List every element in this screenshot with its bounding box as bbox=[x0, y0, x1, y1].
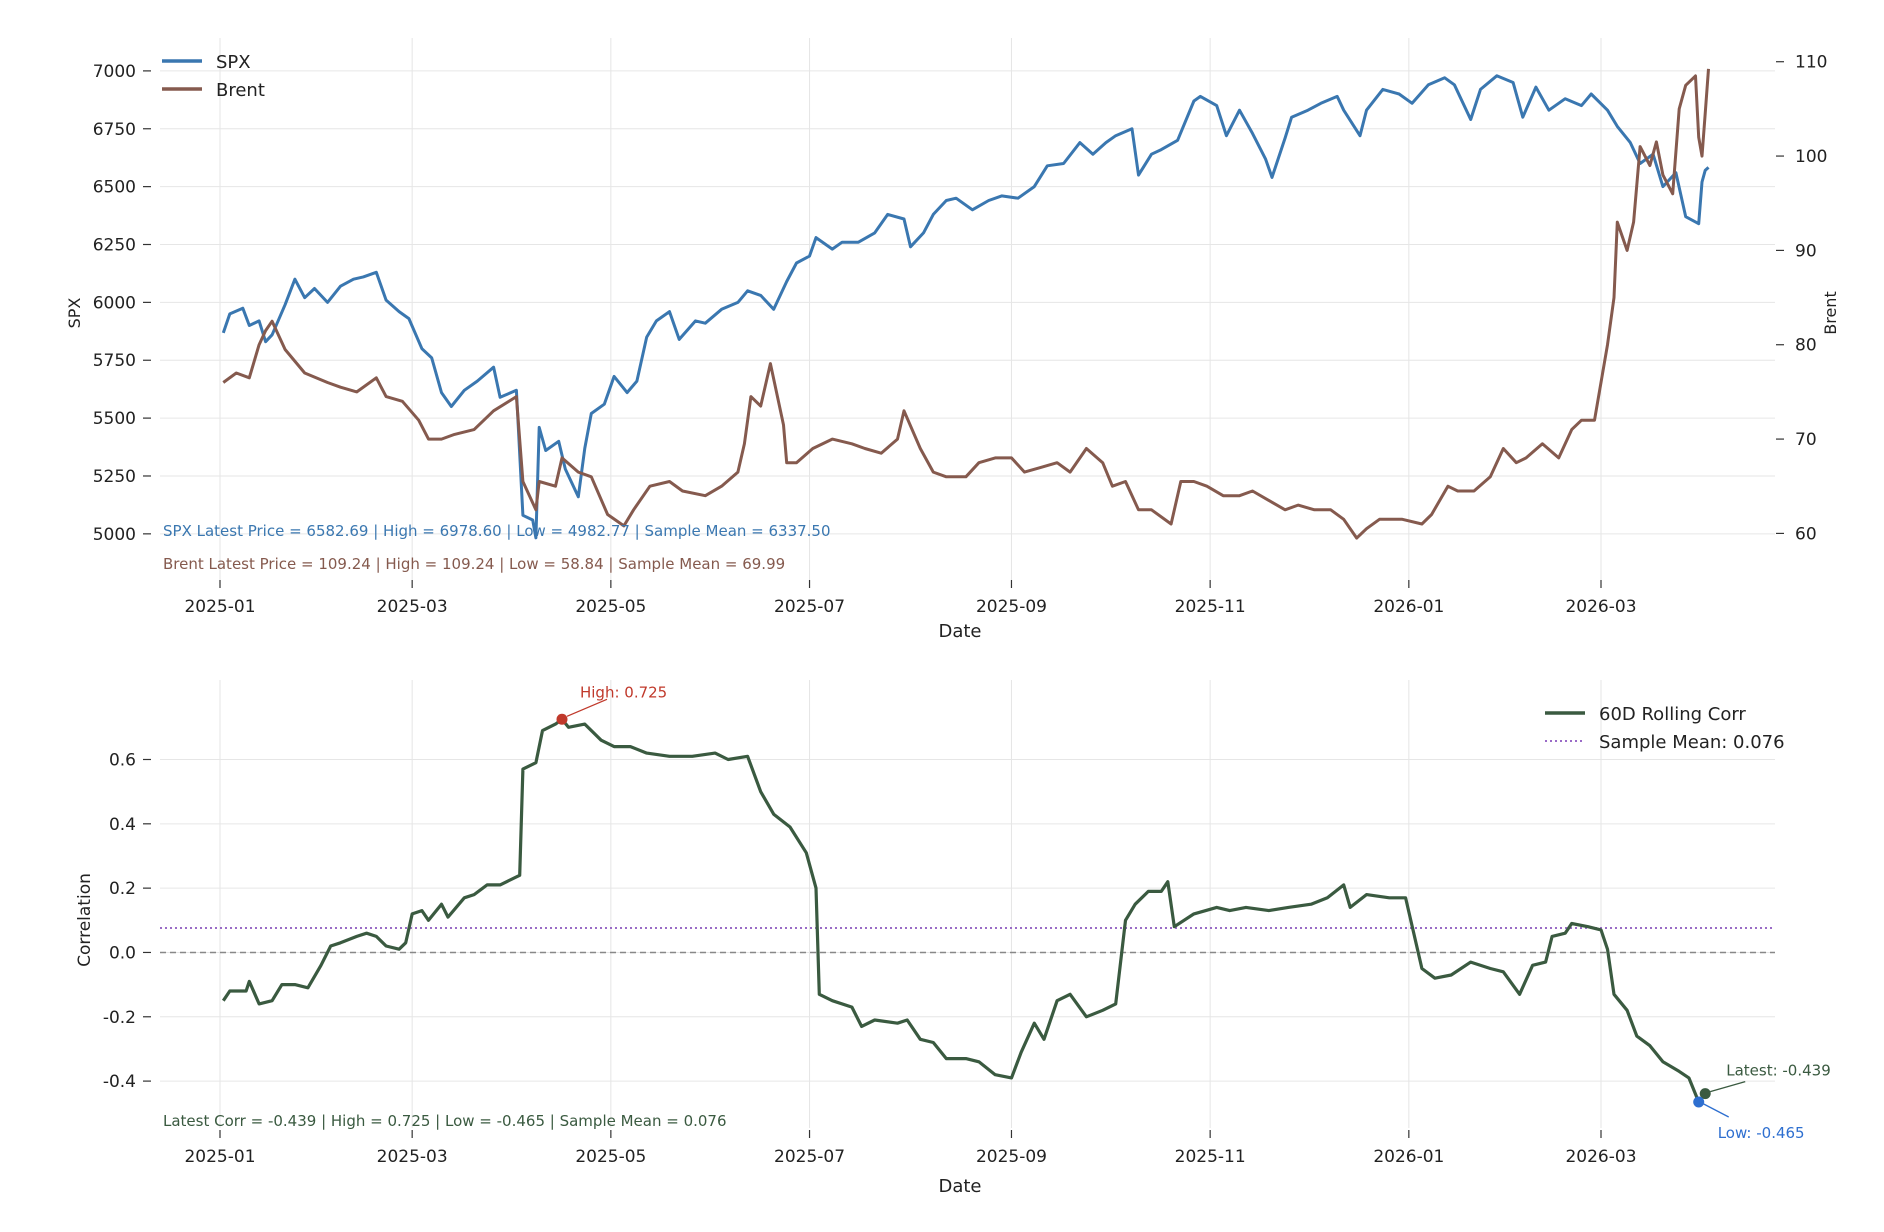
high-arrow bbox=[566, 698, 608, 717]
brent-legend-label: Brent bbox=[216, 80, 265, 101]
correlation-panel: -0.4-0.20.00.20.40.6 2025-01 2025-03 2025-… bbox=[75, 680, 1831, 1197]
corr-tick-label: 0.0 bbox=[109, 943, 136, 963]
spx-tick-label: 5000 bbox=[93, 525, 136, 545]
spx-tick-label: 6750 bbox=[93, 120, 136, 140]
brent-tick-label: 70 bbox=[1795, 430, 1817, 450]
corr-tick-label: 0.4 bbox=[109, 815, 136, 835]
corr-tick-label: -0.2 bbox=[103, 1008, 136, 1028]
correlation-grid bbox=[160, 680, 1775, 1128]
brent-tick-label: 60 bbox=[1795, 524, 1817, 544]
price-date-ticks: 2025-01 2025-03 2025-05 2025-07 2025-09 2025-… bbox=[184, 580, 1637, 617]
mean-legend-label: Sample Mean: 0.076 bbox=[1599, 732, 1785, 753]
spx-tick-label: 6000 bbox=[93, 293, 136, 313]
spx-tick-label: 5750 bbox=[93, 351, 136, 371]
corr-tick-label: 0.2 bbox=[109, 879, 136, 899]
correlation-date-ticks: 2025-01 2025-03 2025-05 2025-07 2025-09 2025-… bbox=[184, 1130, 1637, 1167]
spx-tick-label: 6250 bbox=[93, 236, 136, 256]
date-tick-label: 2025-09 bbox=[976, 597, 1047, 617]
low-annotation: Low: -0.465 bbox=[1718, 1124, 1805, 1142]
brent-tick-label: 90 bbox=[1795, 241, 1817, 261]
spx-tick-label: 7000 bbox=[93, 62, 136, 82]
correlation-axis-label: Correlation bbox=[75, 873, 95, 967]
corr-legend-label: 60D Rolling Corr bbox=[1599, 704, 1746, 725]
correlation-xaxis-label: Date bbox=[938, 1176, 981, 1197]
brent-line bbox=[222, 68, 1710, 540]
low-arrow bbox=[1703, 1103, 1730, 1118]
spx-tick-label: 5250 bbox=[93, 467, 136, 487]
price-series bbox=[221, 68, 1710, 540]
price-panel: 5000 5250 5500 5750 6000 6250 6500 6750 7000 60 7… bbox=[65, 38, 1840, 642]
date-tick-label: 2026-03 bbox=[1565, 597, 1636, 617]
corr-tick-label: 0.6 bbox=[109, 750, 136, 770]
price-xaxis-label: Date bbox=[938, 621, 981, 642]
brent-tick-label: 100 bbox=[1795, 147, 1827, 167]
date-tick-label: 2025-05 bbox=[575, 597, 646, 617]
latest-annotation: Latest: -0.439 bbox=[1726, 1062, 1831, 1080]
rolling-corr-line bbox=[221, 717, 1707, 1104]
high-marker bbox=[556, 713, 568, 725]
date-tick-label: 2026-03 bbox=[1565, 1147, 1636, 1167]
correlation-markers: High: 0.725 Latest: -0.439 Low: -0.465 bbox=[556, 683, 1831, 1142]
date-tick-label: 2025-09 bbox=[976, 1147, 1047, 1167]
latest-arrow bbox=[1710, 1081, 1746, 1093]
spx-axis-ticks: 5000 5250 5500 5750 6000 6250 6500 6750 7000 bbox=[93, 62, 151, 545]
correlation-series bbox=[160, 717, 1775, 1104]
corr-tick-label: -0.4 bbox=[103, 1072, 136, 1092]
correlation-summary-annotation: Latest Corr = -0.439 | High = 0.725 | Lo… bbox=[163, 1112, 727, 1130]
date-tick-label: 2026-01 bbox=[1373, 1147, 1444, 1167]
latest-marker bbox=[1699, 1088, 1711, 1100]
date-tick-label: 2025-03 bbox=[377, 1147, 448, 1167]
spx-legend-label: SPX bbox=[216, 52, 251, 73]
brent-summary-annotation: Brent Latest Price = 109.24 | High = 109… bbox=[163, 555, 785, 573]
correlation-legend: 60D Rolling Corr Sample Mean: 0.076 bbox=[1545, 704, 1785, 753]
high-annotation: High: 0.725 bbox=[580, 683, 667, 701]
date-tick-label: 2025-01 bbox=[184, 597, 255, 617]
correlation-axis-ticks: -0.4 -0.2 0.0 0.2 0.4 0.6 bbox=[103, 750, 151, 1092]
date-tick-label: 2025-11 bbox=[1175, 597, 1246, 617]
brent-tick-label: 110 bbox=[1795, 53, 1827, 73]
spx-axis-label: SPX bbox=[65, 298, 84, 329]
price-legend: SPX Brent bbox=[162, 52, 265, 101]
brent-tick-label: 80 bbox=[1795, 336, 1817, 356]
brent-axis-label: Brent bbox=[1821, 291, 1840, 334]
date-tick-label: 2025-07 bbox=[774, 1147, 845, 1167]
spx-summary-annotation: SPX Latest Price = 6582.69 | High = 6978… bbox=[163, 522, 831, 540]
date-tick-label: 2025-03 bbox=[377, 597, 448, 617]
date-tick-label: 2025-01 bbox=[184, 1147, 255, 1167]
brent-axis-ticks: 60 70 80 90 100 110 bbox=[1776, 53, 1827, 544]
date-tick-label: 2025-07 bbox=[774, 597, 845, 617]
date-tick-label: 2026-01 bbox=[1373, 597, 1444, 617]
date-tick-label: 2025-05 bbox=[575, 1147, 646, 1167]
date-tick-label: 2025-11 bbox=[1175, 1147, 1246, 1167]
spx-tick-label: 5500 bbox=[93, 409, 136, 429]
spx-tick-label: 6500 bbox=[93, 178, 136, 198]
low-marker bbox=[1693, 1096, 1705, 1108]
spx-line bbox=[221, 74, 1710, 540]
